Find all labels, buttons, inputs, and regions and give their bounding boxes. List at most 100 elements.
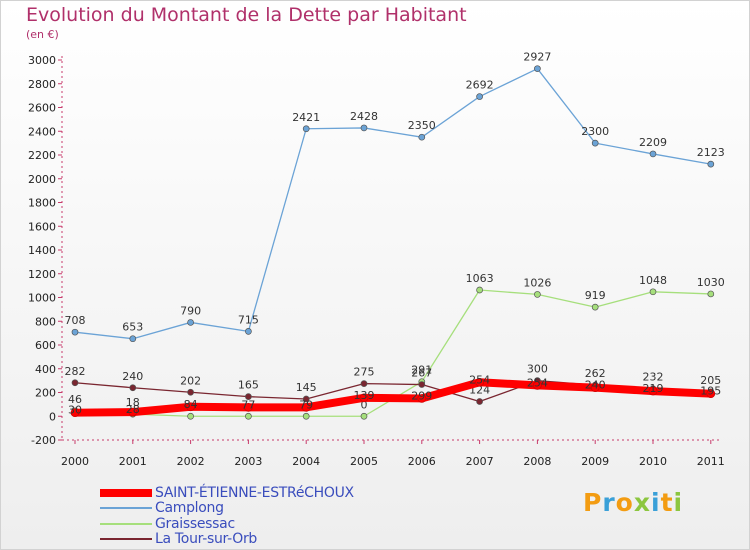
data-point xyxy=(648,386,658,396)
y-tick-label: 0 xyxy=(49,410,56,423)
data-label: 145 xyxy=(296,381,317,394)
data-label: 2692 xyxy=(466,79,494,92)
data-point xyxy=(418,381,426,388)
data-label: 139 xyxy=(354,389,375,402)
data-label: 202 xyxy=(180,374,201,387)
data-point xyxy=(187,319,194,326)
y-tick-label: 1200 xyxy=(28,268,56,281)
data-label: 30 xyxy=(68,404,82,417)
y-tick-label: 400 xyxy=(35,363,56,376)
legend: SAINT-ÉTIENNE-ESTRéCHOUX Camplong Graiss… xyxy=(100,485,354,547)
data-point xyxy=(360,412,368,420)
legend-label: SAINT-ÉTIENNE-ESTRéCHOUX xyxy=(155,484,354,501)
data-point xyxy=(707,160,715,168)
data-point xyxy=(359,393,369,403)
x-tick-label: 2011 xyxy=(697,455,725,468)
legend-item: SAINT-ÉTIENNE-ESTRéCHOUX xyxy=(100,485,354,501)
data-point xyxy=(476,398,483,405)
logo-letter: i xyxy=(651,488,661,517)
data-label: 653 xyxy=(122,321,143,334)
data-point xyxy=(360,380,368,387)
x-tick-label: 2004 xyxy=(292,455,320,468)
data-point xyxy=(71,328,79,336)
data-label: 2421 xyxy=(292,111,320,124)
data-point xyxy=(591,139,599,147)
data-label: 79 xyxy=(299,398,313,411)
y-tick-label: 200 xyxy=(35,387,56,400)
y-tick-label: 2000 xyxy=(28,173,56,186)
chart-unit: (en €) xyxy=(26,28,59,41)
legend-item: La Tour-sur-Orb xyxy=(100,531,354,547)
x-tick-label: 2001 xyxy=(119,455,147,468)
data-label: 262 xyxy=(585,367,606,380)
logo-letter: x xyxy=(633,488,651,517)
data-point xyxy=(129,384,137,392)
data-point xyxy=(70,408,80,418)
y-tick-label: 600 xyxy=(35,339,56,352)
data-label: 2350 xyxy=(408,119,436,132)
series-line xyxy=(74,68,712,340)
data-point xyxy=(302,125,310,133)
legend-item: Camplong xyxy=(100,500,354,517)
data-label: 299 xyxy=(411,389,432,402)
x-tick-label: 2003 xyxy=(234,455,262,468)
data-label: 28 xyxy=(126,403,140,416)
x-tick-label: 2005 xyxy=(350,455,378,468)
data-point xyxy=(187,412,194,420)
data-point xyxy=(476,286,483,294)
data-label: 275 xyxy=(354,366,375,379)
data-point xyxy=(590,383,600,392)
data-label: 2927 xyxy=(523,51,551,64)
logo-letter: t xyxy=(660,488,674,517)
logo-letter: P xyxy=(583,488,603,517)
data-label: 46 xyxy=(68,393,82,406)
legend-swatch xyxy=(100,522,152,525)
data-point xyxy=(476,93,483,100)
data-label: 18 xyxy=(126,396,140,409)
y-tick-label: 2200 xyxy=(28,149,56,162)
data-point xyxy=(302,395,310,403)
data-label: 282 xyxy=(65,365,86,378)
x-tick-label: 2008 xyxy=(523,455,551,468)
x-tick-label: 2010 xyxy=(639,455,667,468)
data-point xyxy=(707,290,715,298)
series-line xyxy=(71,378,715,417)
y-tick-label: 1400 xyxy=(28,244,56,257)
data-label: 219 xyxy=(643,382,664,395)
data-point xyxy=(245,393,252,401)
chart-title: Evolution du Montant de la Dette par Hab… xyxy=(26,4,467,26)
legend-swatch xyxy=(100,538,152,541)
data-point xyxy=(475,377,484,387)
data-label: 300 xyxy=(527,363,548,376)
y-tick-label: 2800 xyxy=(28,78,56,91)
data-label: 1048 xyxy=(639,274,667,287)
data-label: 0 xyxy=(361,398,368,411)
data-label: 1026 xyxy=(523,276,551,289)
data-label: 2300 xyxy=(581,125,609,138)
legend-swatch xyxy=(100,488,152,497)
legend-label: Graissessac xyxy=(155,515,235,532)
data-label: 232 xyxy=(643,371,664,384)
data-label: 240 xyxy=(122,370,143,383)
data-label: 267 xyxy=(411,367,432,380)
data-label: 790 xyxy=(180,304,201,317)
data-point xyxy=(649,288,657,296)
data-point xyxy=(417,394,427,403)
data-point xyxy=(301,402,311,412)
data-label: 708 xyxy=(65,314,86,327)
data-point xyxy=(649,150,657,158)
y-tick-label: 1800 xyxy=(28,197,56,210)
data-label: 2209 xyxy=(639,136,667,149)
y-tick-label: 2400 xyxy=(28,125,56,138)
data-label: 77 xyxy=(241,398,255,411)
legend-label: Camplong xyxy=(155,500,224,517)
legend-swatch xyxy=(100,507,152,510)
data-label: 1063 xyxy=(466,272,494,285)
x-tick-label: 2007 xyxy=(466,455,494,468)
data-point xyxy=(591,303,599,311)
data-point xyxy=(360,124,368,132)
data-label: 254 xyxy=(469,373,490,386)
data-label: 165 xyxy=(238,379,259,392)
x-tick-label: 2006 xyxy=(408,455,436,468)
